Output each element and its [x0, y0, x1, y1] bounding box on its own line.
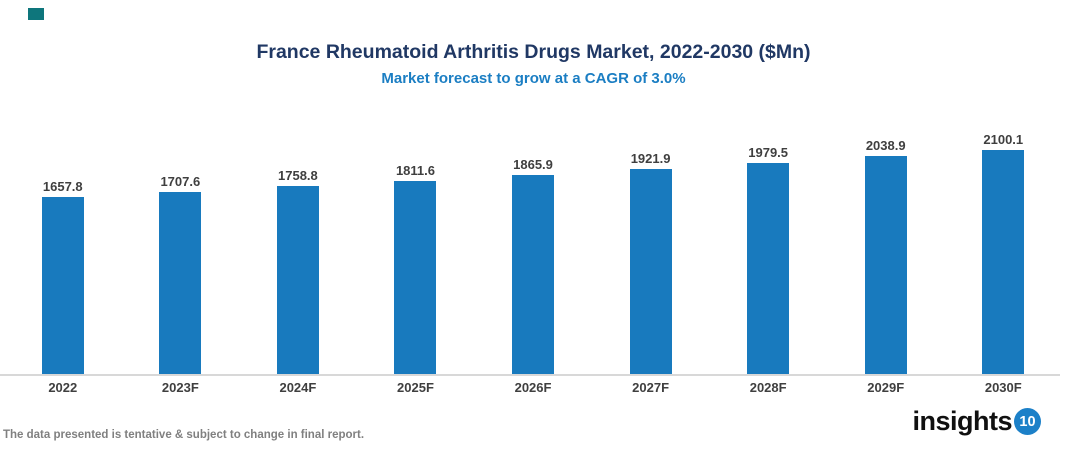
bar-group: 1707.6: [122, 174, 240, 375]
x-tick-label: 2026F: [514, 380, 552, 395]
logo-badge: 10: [1014, 408, 1041, 435]
bar-chart: 1657.8 1707.6 1758.8 1811.6 1865.9 1921.9 1979…: [4, 132, 1062, 375]
x-axis-line: [0, 374, 1060, 376]
bar-group: 1979.5: [709, 145, 827, 375]
bar-value-label: 1979.5: [748, 145, 789, 160]
bar: [276, 186, 319, 375]
bar: [747, 163, 790, 375]
bar: [159, 192, 202, 375]
bar-value-label: 1707.6: [160, 174, 201, 189]
corner-mark: [28, 8, 44, 20]
bar-value-label: 1657.8: [42, 179, 83, 194]
insights10-logo: insights 10: [912, 406, 1041, 437]
x-tick-label: 2024F: [279, 380, 317, 395]
bar-value-label: 1921.9: [630, 151, 671, 166]
x-tick-label: 2029F: [867, 380, 905, 395]
bar-group: 2038.9: [827, 138, 945, 375]
bar-group: 1657.8: [4, 179, 122, 375]
bar-value-label: 1865.9: [513, 157, 553, 172]
chart-title: France Rheumatoid Arthritis Drugs Market…: [256, 41, 811, 63]
bar-value-label: 1811.6: [395, 163, 435, 178]
x-tick-label: 2030F: [984, 380, 1022, 395]
bar: [41, 197, 84, 375]
x-tick-label: 2022: [48, 380, 78, 395]
bar-group: 1811.6: [357, 163, 475, 375]
x-tick-label: 2025F: [397, 380, 434, 395]
bar: [629, 169, 672, 375]
bar: [512, 175, 555, 375]
footnote: The data presented is tentative & subjec…: [3, 429, 365, 441]
bar-group: 1758.8: [239, 168, 357, 375]
bar: [864, 156, 907, 375]
bar-value-label: 2038.9: [865, 138, 906, 153]
bar-group: 1865.9: [474, 157, 592, 375]
x-tick-label: 2028F: [749, 380, 787, 395]
bar-group: 2100.1: [945, 132, 1063, 375]
x-axis-tick-labels: 2022 2023F 2024F 2025F 2026F 2027F 2028F 2029F 2…: [4, 380, 1062, 395]
logo-text: insights: [912, 406, 1012, 436]
x-tick-label: 2027F: [632, 380, 670, 395]
bar: [982, 150, 1025, 375]
chart-subtitle: Market forecast to grow at a CAGR of 3.0…: [381, 70, 686, 87]
bar-value-label: 1758.8: [278, 168, 318, 183]
bar: [394, 181, 437, 375]
x-tick-label: 2023F: [161, 380, 199, 395]
bar-value-label: 2100.1: [983, 132, 1024, 147]
bar-group: 1921.9: [592, 151, 710, 375]
